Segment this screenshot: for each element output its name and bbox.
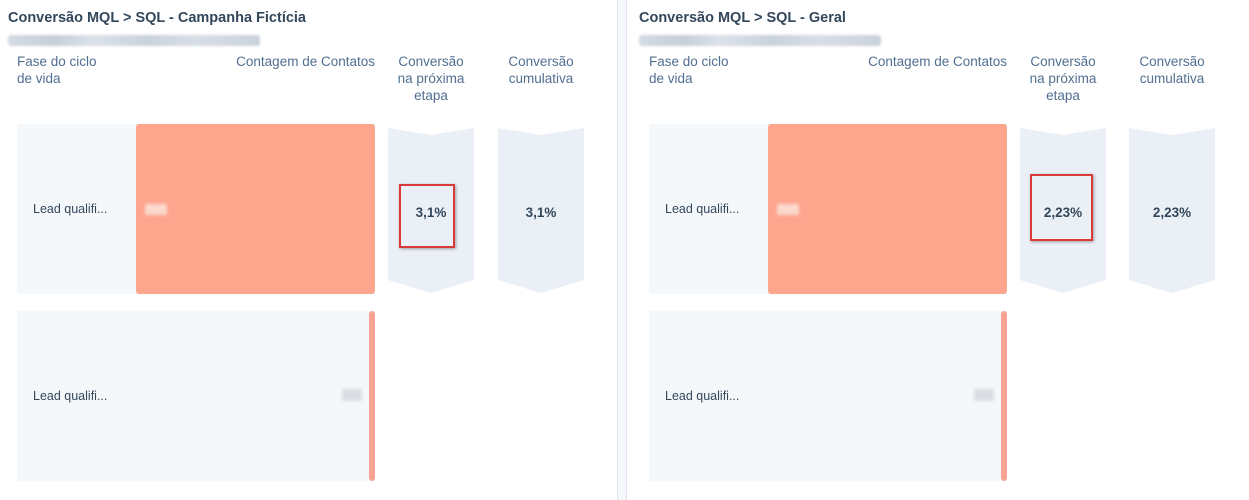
column-header-conversao-line1: Conversão xyxy=(398,54,464,69)
column-header-fase-line1: Fase do ciclo xyxy=(17,54,97,69)
blurred-date-range xyxy=(639,35,881,46)
funnel-row: Lead qualifi... xyxy=(17,311,375,481)
conversion-cumulative-value: 2,23% xyxy=(1152,205,1192,220)
contact-count-bar[interactable] xyxy=(1001,311,1007,481)
blurred-count-value xyxy=(342,389,362,401)
panel-divider xyxy=(617,0,627,500)
column-header-fase-line2: de vida xyxy=(649,71,693,86)
column-header-conversao-line2: na próxima xyxy=(397,71,465,86)
lifecycle-stage-label: Lead qualifi... xyxy=(665,202,740,216)
blurred-count-value xyxy=(777,204,799,215)
lifecycle-stage-label: Lead qualifi... xyxy=(33,389,108,403)
contact-count-bar[interactable] xyxy=(768,124,1007,294)
column-header-conversao-proxima: Conversão na próxima etapa xyxy=(388,53,474,104)
column-header-fase-line2: de vida xyxy=(17,71,61,86)
blurred-count-value xyxy=(974,389,994,401)
conversion-next-step-value: 2,23% xyxy=(1043,205,1083,220)
report-title[interactable]: Conversão MQL > SQL - Geral xyxy=(639,10,846,26)
column-header-conversao-proxima: Conversão na próxima etapa xyxy=(1020,53,1106,104)
conversion-next-step-chevron xyxy=(388,128,474,293)
highlight-annotation-box xyxy=(399,184,455,248)
funnel-row: Lead qualifi... xyxy=(649,311,1007,481)
blurred-date-range xyxy=(8,35,260,46)
contact-count-bar[interactable] xyxy=(136,124,375,294)
column-header-fase-line1: Fase do ciclo xyxy=(649,54,729,69)
column-header-cumulativa-line1: Conversão xyxy=(1139,54,1205,69)
column-header-contagem: Contagem de Contatos xyxy=(868,54,1007,69)
column-header-contagem: Contagem de Contatos xyxy=(236,54,375,69)
column-header-conversao-line3: etapa xyxy=(1046,88,1080,103)
column-header-conversao-line1: Conversão xyxy=(1030,54,1096,69)
column-header-fase: Fase do ciclo de vida xyxy=(649,53,729,87)
funnel-row: Lead qualifi... xyxy=(17,124,375,294)
conversion-cumulative-chevron xyxy=(498,128,584,293)
report-title[interactable]: Conversão MQL > SQL - Campanha Fictícia xyxy=(8,10,307,26)
column-header-fase: Fase do ciclo de vida xyxy=(17,53,97,87)
contact-count-bar[interactable] xyxy=(369,311,375,481)
highlight-annotation-box xyxy=(1030,174,1093,241)
lifecycle-stage-label: Lead qualifi... xyxy=(665,389,740,403)
conversion-cumulative-chevron xyxy=(1129,128,1215,293)
funnel-row: Lead qualifi... xyxy=(649,124,1007,294)
column-header-conversao-line3: etapa xyxy=(414,88,448,103)
column-header-cumulativa-line2: cumulativa xyxy=(508,71,574,86)
conversion-next-step-value: 3,1% xyxy=(415,205,447,220)
report-panel-geral: Conversão MQL > SQL - Geral Fase do cicl… xyxy=(627,0,1249,500)
conversion-cumulative-value: 3,1% xyxy=(525,205,557,220)
column-header-conversao-line2: na próxima xyxy=(1029,71,1097,86)
lifecycle-stage-label: Lead qualifi... xyxy=(33,202,108,216)
column-header-cumulativa-line1: Conversão xyxy=(508,54,574,69)
column-header-conversao-cumulativa: Conversão cumulativa xyxy=(1129,53,1215,87)
column-header-conversao-cumulativa: Conversão cumulativa xyxy=(498,53,584,87)
blurred-count-value xyxy=(145,204,167,215)
report-panel-campanha: Conversão MQL > SQL - Campanha Fictícia … xyxy=(0,0,617,500)
column-header-cumulativa-line2: cumulativa xyxy=(1139,71,1205,86)
